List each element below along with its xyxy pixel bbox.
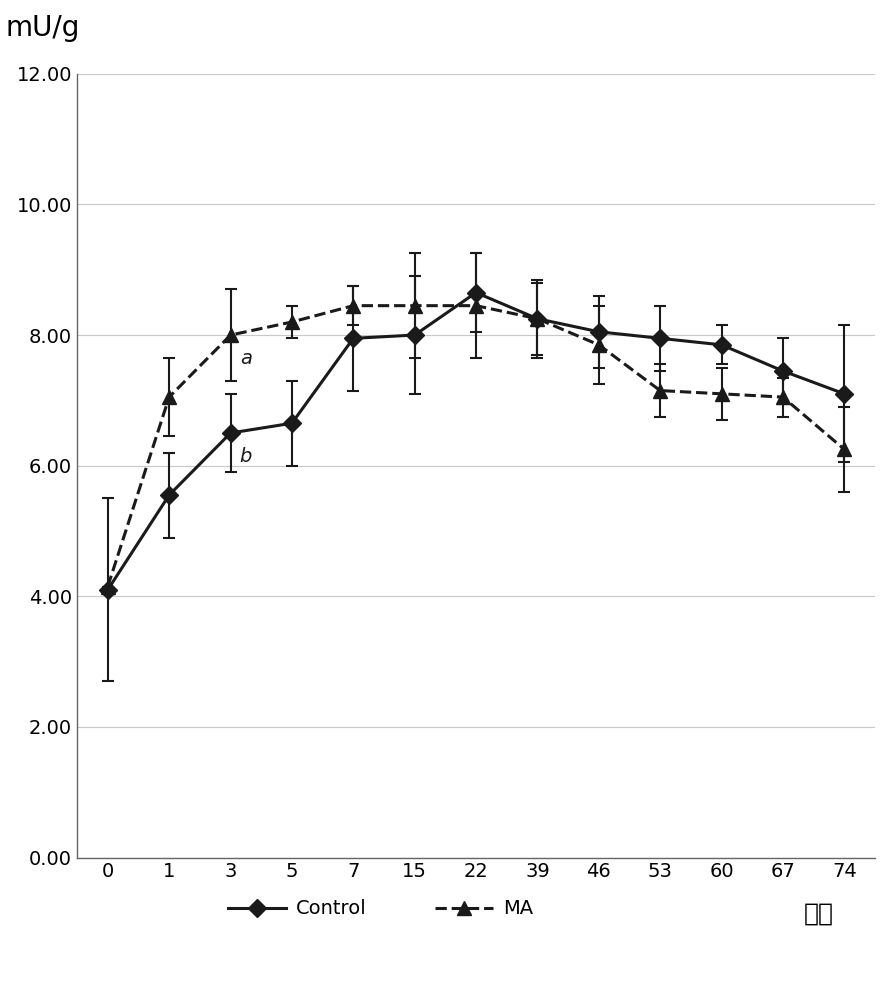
Text: 天数: 天数 bbox=[805, 902, 834, 926]
Text: a: a bbox=[239, 349, 252, 368]
Legend: Control, MA: Control, MA bbox=[220, 892, 540, 926]
Text: mU/g: mU/g bbox=[5, 14, 79, 42]
Text: b: b bbox=[239, 447, 252, 466]
